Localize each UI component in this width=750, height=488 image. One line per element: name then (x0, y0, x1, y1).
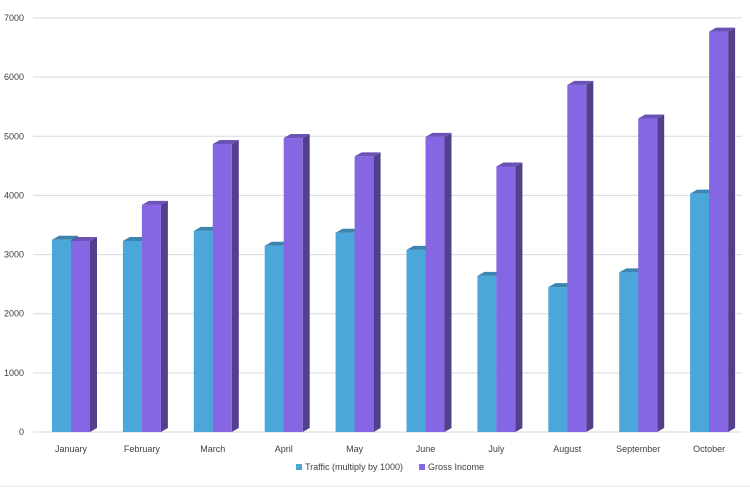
x-tick-label: June (416, 444, 436, 454)
y-tick-label: 0 (19, 427, 24, 437)
x-tick-label: July (488, 444, 505, 454)
bar-front (264, 245, 284, 432)
bar-front (141, 204, 161, 432)
bar (567, 80, 594, 433)
bar-side (160, 200, 168, 432)
bar-group (406, 132, 452, 432)
bar-side (373, 152, 381, 432)
y-tick-label: 2000 (4, 309, 24, 319)
legend-item: Traffic (multiply by 1000) (296, 462, 403, 472)
bar-group (122, 200, 168, 432)
bar-front (283, 138, 303, 432)
legend-swatch (419, 464, 426, 470)
legend-item: Gross Income (419, 462, 484, 472)
y-axis-tick-labels: 0 1000 2000 3000 4000 5000 6000 7000 (4, 13, 24, 437)
bar-top (425, 132, 452, 137)
bar-front (690, 193, 710, 432)
bar-side (586, 80, 594, 433)
bar-front (193, 230, 213, 432)
y-tick-label: 4000 (4, 190, 24, 200)
x-tick-label: April (275, 444, 293, 454)
bar-top (567, 80, 594, 85)
bar-front (122, 240, 142, 432)
legend-label: Gross Income (428, 462, 484, 472)
bar-side (515, 162, 523, 432)
bar-front (335, 232, 355, 432)
bar-top (141, 200, 168, 205)
bar-side (728, 27, 736, 433)
bar-top (709, 27, 736, 32)
bar-group (548, 80, 594, 433)
bar-front (354, 156, 374, 432)
y-tick-label: 6000 (4, 72, 24, 82)
bars (52, 27, 736, 433)
bar-front (709, 31, 729, 433)
bar-front (425, 136, 445, 432)
x-tick-label: September (616, 444, 660, 454)
bar-front (406, 249, 426, 432)
bar (71, 236, 97, 432)
bar (212, 139, 239, 432)
bar (496, 162, 523, 432)
bar-top (354, 152, 381, 157)
bar-group (690, 27, 736, 433)
bar-top (52, 235, 78, 240)
x-tick-label: January (55, 444, 88, 454)
bar-side (444, 132, 452, 432)
bar-group (52, 235, 97, 432)
bar-front (477, 275, 497, 432)
bar-top (212, 139, 239, 144)
bar (709, 27, 736, 433)
bar-group (335, 152, 381, 432)
bar-top (71, 236, 97, 241)
x-tick-label: February (124, 444, 161, 454)
legend-label: Traffic (multiply by 1000) (305, 462, 403, 472)
bar-top (283, 134, 310, 139)
y-tick-label: 3000 (4, 250, 24, 260)
bar-front (567, 84, 587, 433)
bar (283, 134, 310, 432)
bar-side (657, 114, 665, 433)
bar-front (496, 166, 516, 432)
bar-front (212, 143, 232, 432)
bar-side (302, 134, 310, 432)
x-tick-label: March (200, 444, 225, 454)
y-tick-label: 7000 (4, 13, 24, 23)
bar-front (548, 287, 568, 432)
x-tick-label: October (693, 444, 725, 454)
bar-top (638, 114, 665, 119)
bar-group (264, 134, 310, 432)
bar-front (619, 272, 639, 432)
x-tick-label: August (553, 444, 582, 454)
x-axis-tick-labels: January February March April May June July Augu… (55, 444, 725, 454)
bar-group (193, 139, 239, 432)
bar (141, 200, 168, 432)
bar (425, 132, 452, 432)
bar-top (496, 162, 523, 167)
bar-side (90, 236, 97, 432)
bar-front (52, 239, 71, 432)
bar-group (619, 114, 665, 433)
bar-front (638, 118, 658, 433)
y-tick-label: 5000 (4, 131, 24, 141)
legend: Traffic (multiply by 1000) Gross Income (296, 462, 484, 472)
x-tick-label: May (346, 444, 364, 454)
bar (354, 152, 381, 432)
bar-front (71, 240, 90, 432)
y-tick-label: 1000 (4, 368, 24, 378)
bar (638, 114, 665, 433)
legend-swatch (296, 464, 302, 470)
bar-group (477, 162, 523, 432)
bar-side (231, 139, 239, 432)
